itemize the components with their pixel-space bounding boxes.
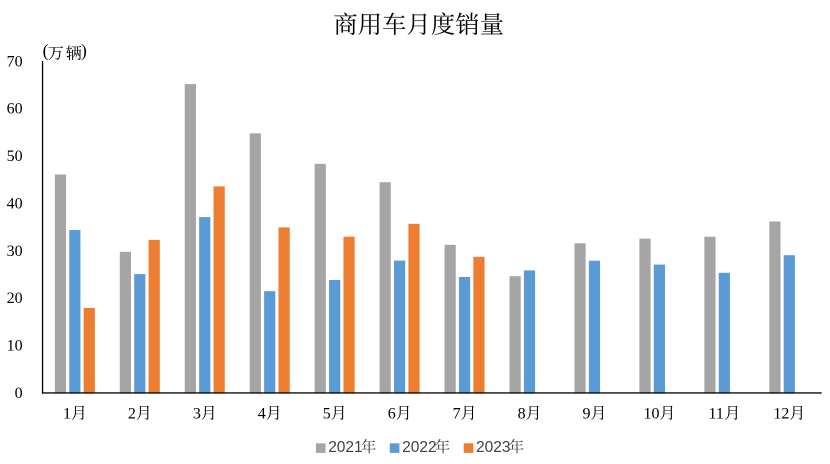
svg-text:10: 10 — [7, 338, 23, 355]
svg-text:10: 10 — [644, 406, 660, 423]
svg-text:12: 12 — [773, 406, 789, 423]
svg-text:4: 4 — [258, 406, 266, 423]
svg-text:0: 0 — [15, 385, 23, 402]
svg-text:60: 60 — [7, 101, 23, 118]
svg-text:): ) — [81, 41, 87, 61]
svg-text:50: 50 — [7, 148, 23, 165]
svg-text:3: 3 — [193, 406, 201, 423]
svg-text:2: 2 — [128, 406, 136, 423]
svg-text:1: 1 — [63, 406, 71, 423]
svg-text:6: 6 — [388, 406, 396, 423]
svg-text:70: 70 — [7, 53, 23, 70]
svg-text:11: 11 — [708, 406, 723, 423]
svg-text:8: 8 — [518, 406, 526, 423]
svg-text:5: 5 — [323, 406, 331, 423]
svg-text:30: 30 — [7, 243, 23, 260]
svg-text:2023: 2023 — [476, 439, 510, 456]
svg-text:9: 9 — [583, 406, 591, 423]
svg-text:(: ( — [43, 41, 49, 61]
svg-text:40: 40 — [7, 195, 23, 212]
svg-text:2022: 2022 — [402, 439, 436, 456]
svg-text:20: 20 — [7, 290, 23, 307]
svg-text:7: 7 — [453, 406, 461, 423]
svg-text:2021: 2021 — [328, 439, 362, 456]
